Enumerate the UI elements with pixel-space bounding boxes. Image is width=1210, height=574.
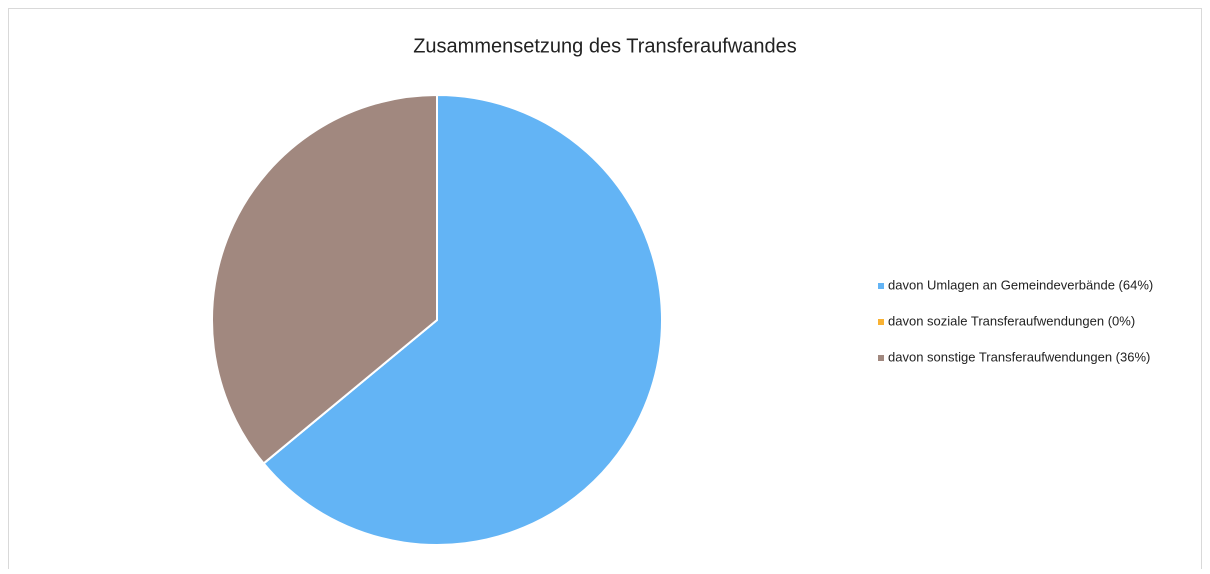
chart-title: Zusammensetzung des Transferaufwandes bbox=[413, 35, 797, 57]
legend-swatch bbox=[878, 355, 884, 361]
legend-label: davon sonstige Transferaufwendungen (36%… bbox=[888, 349, 1150, 364]
legend-swatch bbox=[878, 283, 884, 289]
legend-label: davon Umlagen an Gemeindeverbände (64%) bbox=[888, 277, 1153, 292]
pie-slice bbox=[262, 93, 663, 546]
pie-slice bbox=[211, 93, 438, 465]
legend-label: davon soziale Transferaufwendungen (0%) bbox=[888, 313, 1135, 328]
legend-swatch bbox=[878, 319, 884, 325]
